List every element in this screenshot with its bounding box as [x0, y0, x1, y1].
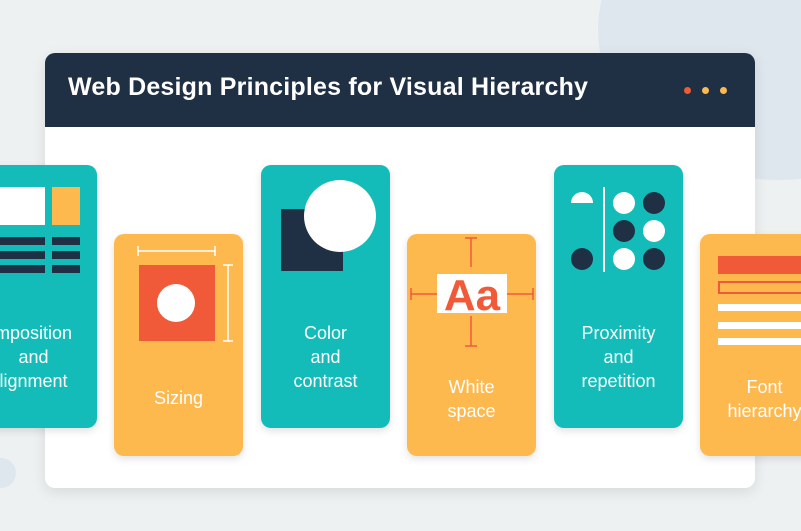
window-title-bar: Web Design Principles for Visual Hierarc…	[45, 53, 755, 127]
card-proximity: Proximity and repetition	[554, 165, 683, 428]
card-color-contrast: Color and contrast	[261, 165, 390, 428]
window-dot-icon	[720, 87, 727, 94]
card-label: Proximity and repetition	[581, 323, 656, 391]
color-contrast-icon	[281, 180, 376, 271]
card-sizing: Sizing	[114, 234, 243, 456]
card-label: Color and contrast	[293, 323, 358, 391]
card-label: Font hierarchy	[727, 377, 801, 421]
card-white-space: Aa White space	[407, 234, 536, 456]
glyph-aa: Aa	[444, 271, 501, 320]
card-composition: mposition and lignment	[0, 165, 97, 428]
card-label: White space	[447, 377, 496, 421]
card-font-hierarchy: Font hierarchy	[700, 234, 801, 456]
proximity-icon	[571, 187, 665, 272]
composition-icon	[0, 187, 80, 273]
font-hierarchy-icon	[718, 256, 801, 345]
page-title: Web Design Principles for Visual Hierarc…	[68, 73, 589, 101]
window-dot-icon	[702, 87, 709, 94]
window-dots	[684, 87, 727, 94]
sizing-icon	[137, 246, 233, 342]
white-space-icon: Aa	[410, 237, 534, 347]
card-label: mposition and lignment	[0, 323, 73, 391]
card-label: Sizing	[153, 388, 204, 408]
window-dot-icon	[684, 87, 691, 94]
background-dot	[0, 458, 16, 488]
